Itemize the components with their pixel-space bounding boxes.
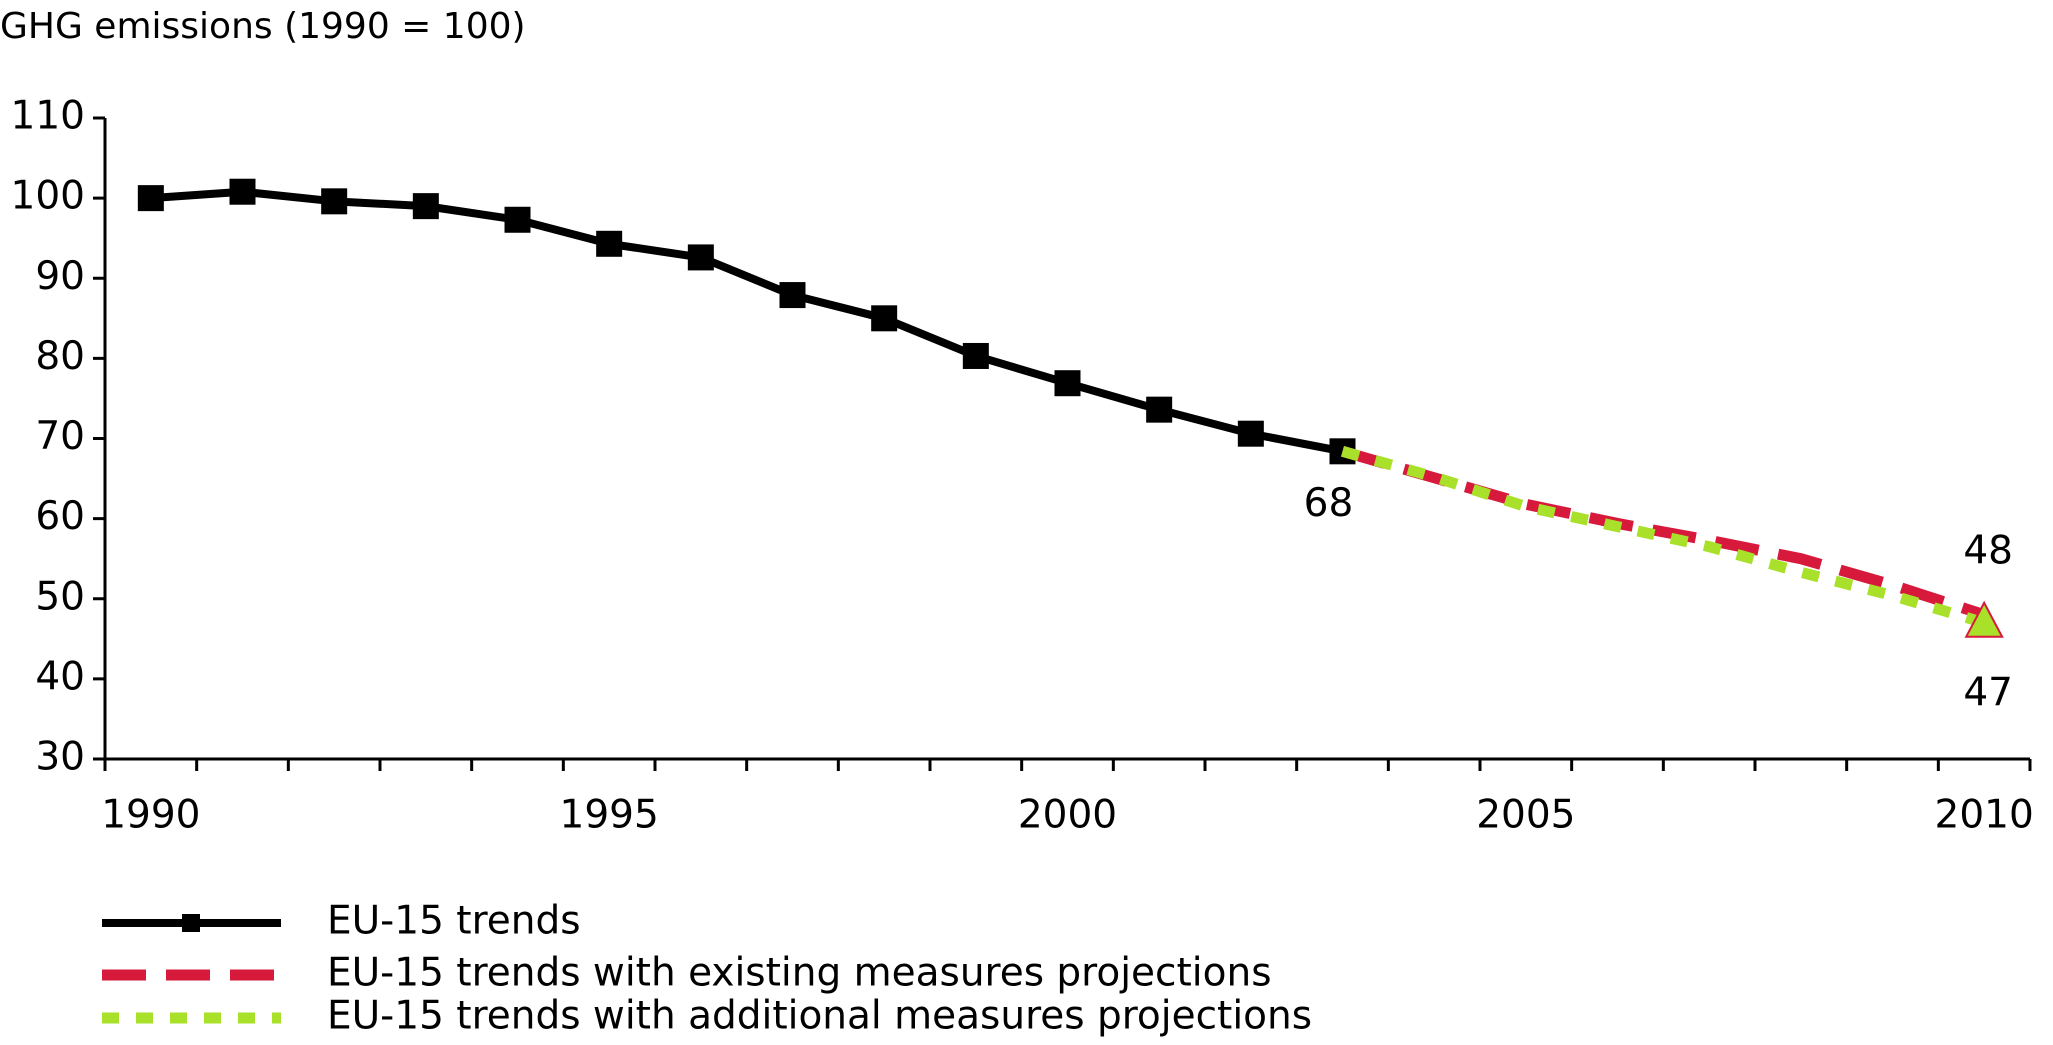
y-tick-label: 100 — [11, 174, 85, 219]
point-marker — [1146, 396, 1173, 423]
data-label: 68 — [1304, 481, 1354, 526]
x-tick-label: 2010 — [1935, 793, 2034, 838]
x-tick-label: 2005 — [1476, 793, 1575, 838]
series-line — [1341, 446, 1986, 629]
y-tick-label: 80 — [35, 334, 85, 379]
legend-label: EU-15 trends with existing measures proj… — [327, 951, 1272, 996]
point-marker — [962, 342, 989, 369]
data-label: 47 — [1963, 670, 2013, 715]
y-tick-label: 70 — [35, 414, 85, 459]
point-marker — [504, 206, 531, 233]
x-tick-label: 2000 — [1018, 793, 1117, 838]
legend-marker — [182, 914, 200, 932]
chart-title: GHG emissions (1990 = 100) — [0, 6, 526, 47]
point-marker — [1237, 420, 1264, 447]
legend-label: EU-15 trends — [327, 899, 581, 944]
legend-label: EU-15 trends with additional measures pr… — [327, 994, 1312, 1039]
x-tick-label: 1990 — [101, 793, 200, 838]
point-marker — [412, 193, 439, 220]
point-marker — [687, 244, 714, 271]
series-line — [150, 187, 1344, 456]
x-tick-label: 1995 — [560, 793, 659, 838]
point-marker — [596, 230, 623, 257]
point-marker — [779, 282, 806, 309]
y-tick-label: 50 — [35, 574, 85, 619]
point-marker — [321, 188, 348, 215]
data-label: 48 — [1963, 528, 2013, 573]
point-marker — [137, 185, 164, 212]
point-marker — [871, 305, 898, 332]
y-tick-label: 60 — [35, 494, 85, 539]
point-marker — [1054, 370, 1081, 397]
series-line — [1340, 446, 1986, 621]
y-tick-label: 110 — [11, 94, 85, 139]
y-tick-label: 90 — [35, 254, 85, 299]
y-tick-label: 40 — [35, 654, 85, 699]
end-marker — [1964, 600, 2004, 638]
point-marker — [229, 178, 256, 205]
y-tick-label: 30 — [35, 735, 85, 780]
